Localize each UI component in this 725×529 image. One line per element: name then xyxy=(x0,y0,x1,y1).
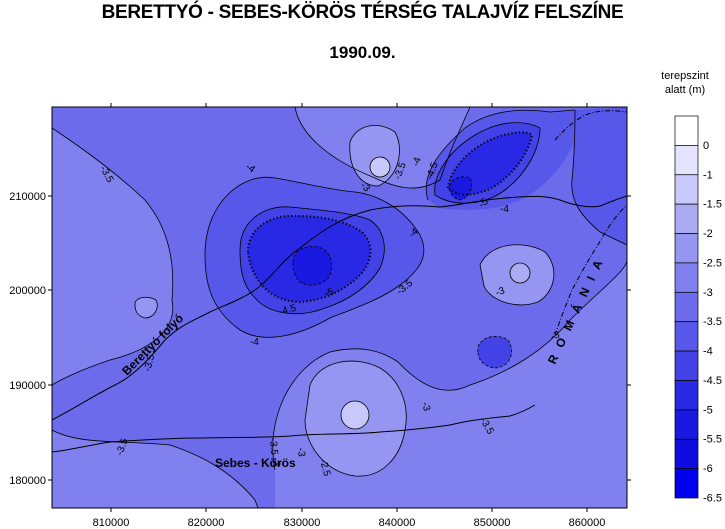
y-tick-label: 210000 xyxy=(9,191,46,203)
legend-swatch xyxy=(674,262,699,293)
legend-title-line1: terepszint xyxy=(661,70,709,82)
x-tick-label: 860000 xyxy=(569,517,606,529)
contour-sw-band xyxy=(52,429,259,508)
contour-label: -3 xyxy=(549,329,562,343)
legend-label: -2.5 xyxy=(703,257,722,269)
legend-label: -5 xyxy=(703,404,713,416)
rivers-layer xyxy=(52,110,627,453)
contour-north-shallow xyxy=(349,125,400,187)
y-tick-label: 180000 xyxy=(9,475,46,487)
contour-ne-4 xyxy=(425,109,576,201)
contour-left-lens xyxy=(134,296,158,319)
legend-label: -6 xyxy=(703,463,713,475)
contour-central-45 xyxy=(239,206,385,315)
y-tick-label: 190000 xyxy=(9,380,46,392)
contour-label: -3 xyxy=(419,401,432,413)
y-tick-labels: 210000 200000 190000 180000 xyxy=(9,191,46,487)
legend-label: -4.5 xyxy=(703,375,722,387)
legend-swatch xyxy=(674,174,699,205)
legend-title-line2: alatt (m) xyxy=(664,84,706,96)
spot-south-2 xyxy=(341,401,369,429)
spot-north-2 xyxy=(370,157,390,177)
contour-north xyxy=(294,107,471,189)
contour-east-shallow xyxy=(479,244,555,306)
contour-central-55 xyxy=(292,246,332,286)
x-tick-label: 840000 xyxy=(379,517,416,529)
contour-label: -3.5 xyxy=(142,353,157,373)
zone-east-pocket xyxy=(477,336,512,368)
contour-east-deep xyxy=(571,109,627,246)
contour-lines xyxy=(52,107,627,508)
legend-swatch xyxy=(674,380,699,411)
zone-left-upper xyxy=(52,128,173,385)
contour-central-4 xyxy=(204,176,425,338)
legend-swatch xyxy=(674,291,699,323)
y-tick-label: 200000 xyxy=(9,285,46,297)
legend-colorbar: 0 -1 -1.5 -2 -2.5 -3 -3.5 -4 -4.5 -5 -5.5 -6 -6.5 xyxy=(674,115,722,505)
contour-left-upper xyxy=(52,127,174,386)
x-tick-label: 850000 xyxy=(474,517,511,529)
legend-label: -5.5 xyxy=(703,434,722,446)
contour-south-spot xyxy=(340,400,370,430)
contour-label: -4 xyxy=(410,155,424,168)
legend-label: -1 xyxy=(703,169,713,181)
contour-east-pocket xyxy=(477,336,512,369)
contour-se-band xyxy=(272,259,627,471)
legend-label: -6.5 xyxy=(703,493,722,505)
legend-swatch xyxy=(674,115,699,146)
contour-label: -4 xyxy=(500,204,509,215)
zone-ne-55 xyxy=(449,176,472,200)
zone-sw-band xyxy=(52,430,258,508)
legend-label: -2 xyxy=(703,228,713,240)
x-tick-label: 810000 xyxy=(93,517,130,529)
x-tick-label: 830000 xyxy=(284,517,321,529)
contour-label: -5 xyxy=(323,286,336,300)
zone-central-55 xyxy=(293,246,332,286)
sebes-koros-label: Sebes - Körös xyxy=(215,456,296,470)
contour-ne-5 xyxy=(446,131,534,196)
map-title: BERETTYÓ - SEBES-KÖRÖS TÉRSÉG TALAJVÍZ F… xyxy=(101,2,624,23)
contour-label: -4 xyxy=(250,337,259,348)
legend-label: 0 xyxy=(703,140,709,152)
legend-label: -3.5 xyxy=(703,316,722,328)
map-fill-layer xyxy=(52,107,627,508)
x-tick-labels: 810000 820000 830000 840000 850000 86000… xyxy=(93,517,606,529)
contour-label: -2.5 xyxy=(317,458,332,478)
contour-label: -3 xyxy=(494,285,507,299)
berettyo-river xyxy=(52,195,627,421)
legend-label: -4 xyxy=(703,346,713,358)
legend-label: -3 xyxy=(703,287,713,299)
contour-ne-55 xyxy=(449,176,472,201)
contour-label: -3 xyxy=(270,457,282,467)
map-subtitle: 1990.09. xyxy=(329,43,396,62)
x-tick-label: 820000 xyxy=(188,517,225,529)
legend-swatch xyxy=(674,321,699,352)
zone-left-lens xyxy=(134,297,158,318)
legend-swatch xyxy=(674,438,699,469)
contour-central-5 xyxy=(246,214,372,304)
legend-swatch xyxy=(674,233,699,264)
zone-east-deep xyxy=(571,107,627,245)
contour-label: -3 xyxy=(295,447,307,457)
legend-swatch xyxy=(674,409,699,440)
contour-east-spot xyxy=(509,262,531,284)
plot-frame xyxy=(51,106,628,509)
contour-label: -3.5 xyxy=(267,437,279,456)
legend-swatch xyxy=(674,350,699,381)
legend-swatch xyxy=(674,468,699,499)
sebes-koros-river xyxy=(52,404,536,453)
spot-east-2 xyxy=(510,263,530,283)
axis-ticks xyxy=(48,103,631,512)
legend-label: -1.5 xyxy=(703,199,722,211)
contour-label: -4.5 xyxy=(278,303,298,318)
legend-swatch xyxy=(674,145,699,176)
legend-swatch xyxy=(674,203,699,234)
contour-north-spot xyxy=(369,156,391,178)
